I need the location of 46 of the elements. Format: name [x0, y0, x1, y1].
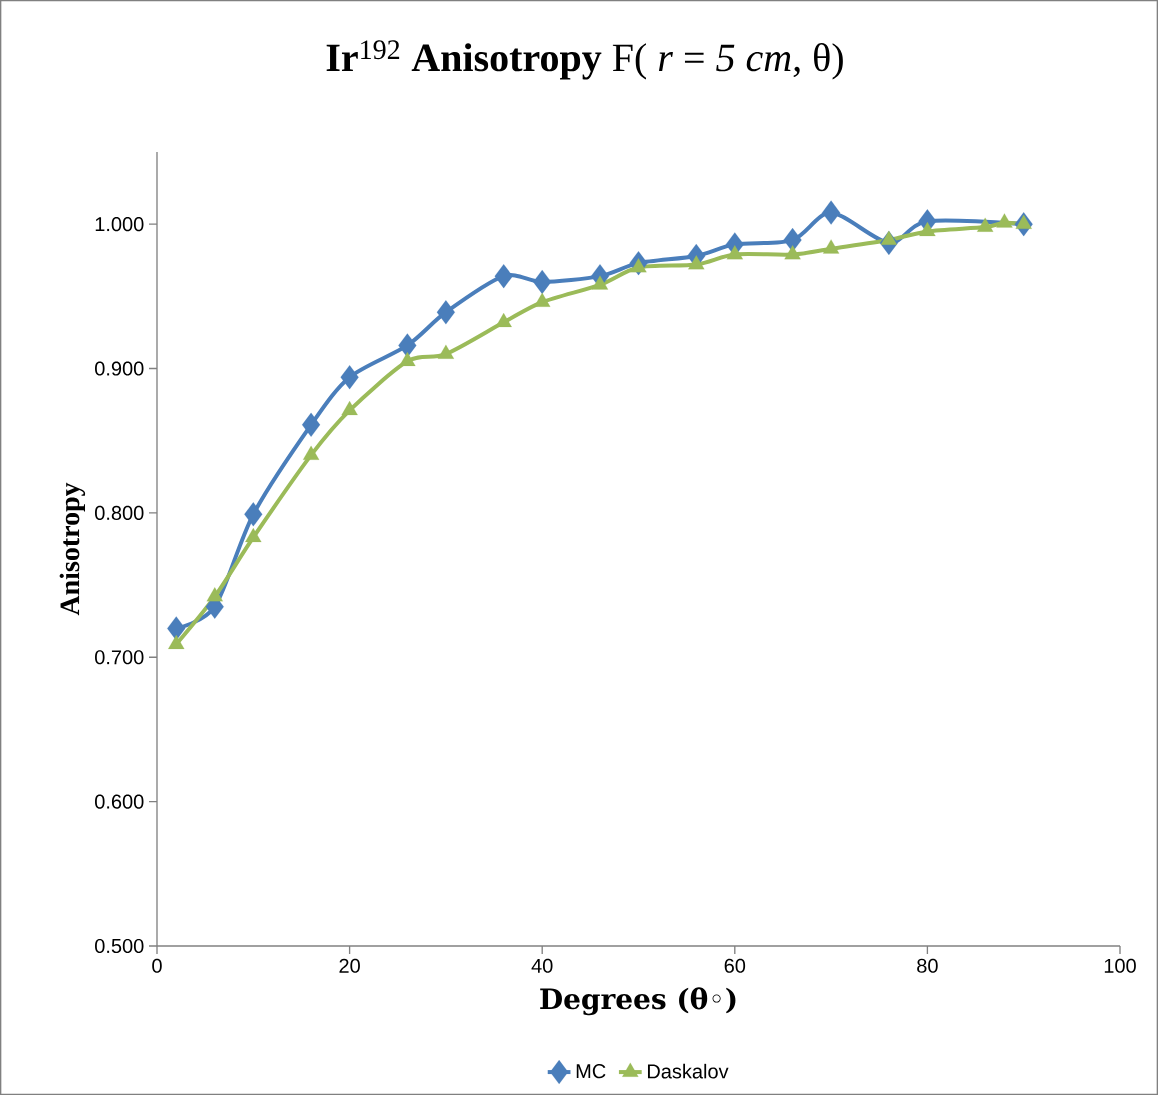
- point: [245, 528, 262, 543]
- x-tick-label: 0: [152, 958, 162, 973]
- point: [1015, 214, 1032, 229]
- point: [996, 213, 1013, 228]
- y-axis-title: Anisotropy: [59, 482, 86, 616]
- legend-label: Daskalov: [647, 1063, 729, 1079]
- x-tick-label: 80: [917, 958, 938, 973]
- x-tick-label: 60: [724, 958, 746, 973]
- chart-title: Ir$^{192}$ Anisotropy F( r = 5 cm, θ): [326, 40, 843, 80]
- point: [302, 412, 321, 437]
- point: [168, 634, 185, 650]
- x-tick-label: 40: [531, 958, 553, 973]
- point: [244, 502, 263, 527]
- point: [437, 344, 455, 359]
- point: [591, 275, 609, 290]
- y-tick-label: 0.700: [95, 650, 144, 665]
- point: [688, 255, 705, 270]
- point: [977, 217, 994, 232]
- y-tick-label: 1.000: [95, 217, 144, 232]
- point: [534, 292, 551, 307]
- point: [630, 258, 647, 273]
- y-tick-label: 0.500: [95, 938, 144, 954]
- point: [533, 269, 552, 294]
- x-axis-title: Degrees (θ◦): [540, 987, 736, 1016]
- x-tick-label: 20: [339, 958, 360, 973]
- legend-label: MC: [576, 1064, 606, 1079]
- x-tick-label: 100: [1104, 958, 1136, 973]
- point: [494, 264, 513, 289]
- point: [399, 351, 416, 367]
- point: [822, 239, 840, 254]
- point: [167, 616, 186, 641]
- point: [302, 445, 320, 460]
- point: [341, 400, 358, 416]
- point: [206, 587, 223, 602]
- point: [398, 333, 417, 358]
- point: [340, 365, 359, 390]
- point: [822, 200, 841, 225]
- point: [495, 312, 512, 328]
- point: [880, 230, 898, 245]
- point: [919, 221, 936, 237]
- point: [436, 300, 455, 325]
- y-tick-label: 0.800: [95, 505, 144, 520]
- point: [784, 245, 801, 260]
- point: [726, 245, 743, 260]
- y-tick-label: 0.600: [95, 794, 144, 809]
- y-tick-label: 0.900: [95, 361, 144, 376]
